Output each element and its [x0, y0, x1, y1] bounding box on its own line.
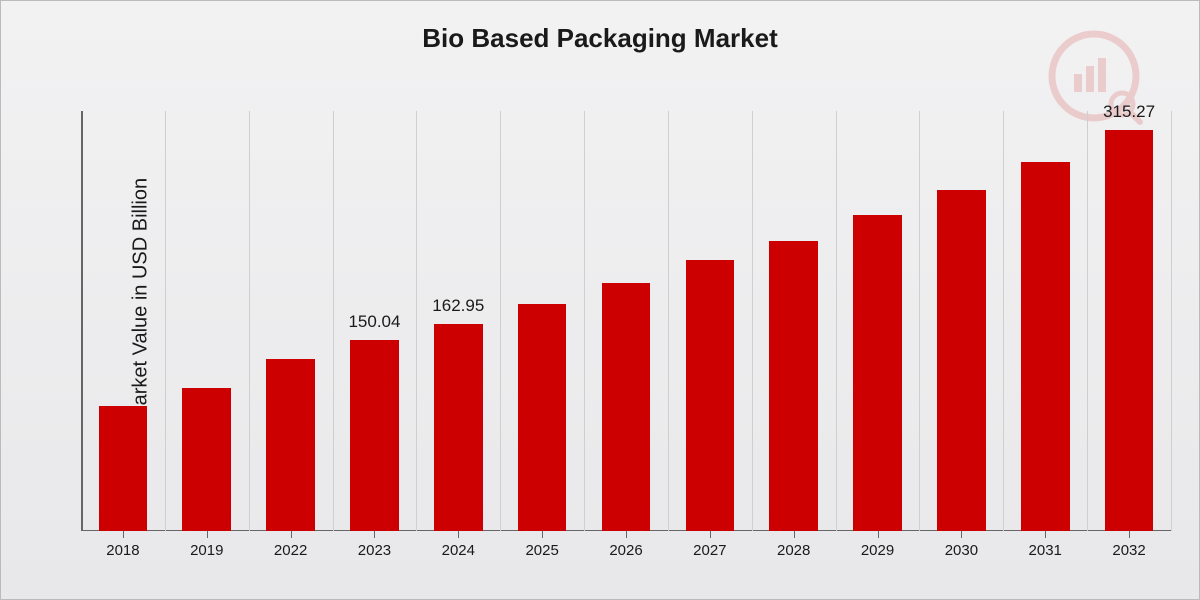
grid-line: [500, 111, 501, 531]
x-tick-label: 2032: [1112, 542, 1145, 559]
y-axis-line: [81, 111, 83, 531]
bar-value-label: 150.04: [348, 312, 400, 332]
bar: [602, 283, 651, 531]
x-tick-label: 2019: [190, 542, 223, 559]
x-tick-label: 2027: [693, 542, 726, 559]
x-tick-label: 2025: [525, 542, 558, 559]
x-tick-mark: [794, 531, 795, 538]
bar: [99, 406, 148, 531]
x-tick-label: 2018: [106, 542, 139, 559]
bar: [182, 388, 231, 531]
x-tick-mark: [878, 531, 879, 538]
x-tick-mark: [626, 531, 627, 538]
x-tick-mark: [1045, 531, 1046, 538]
bar: [518, 304, 567, 531]
x-tick-label: 2023: [358, 542, 391, 559]
x-tick-mark: [207, 531, 208, 538]
grid-line: [165, 111, 166, 531]
grid-line: [836, 111, 837, 531]
bar: [350, 340, 399, 531]
grid-line: [752, 111, 753, 531]
grid-line: [919, 111, 920, 531]
bar: [434, 324, 483, 531]
bar: [937, 190, 986, 531]
bar: [1105, 130, 1154, 531]
bar: [686, 260, 735, 531]
bar: [1021, 162, 1070, 531]
bar: [769, 241, 818, 531]
bar-value-label: 315.27: [1103, 102, 1155, 122]
bar: [266, 359, 315, 531]
grid-line: [1003, 111, 1004, 531]
x-tick-mark: [1129, 531, 1130, 538]
x-tick-label: 2030: [945, 542, 978, 559]
x-tick-label: 2026: [609, 542, 642, 559]
x-tick-mark: [123, 531, 124, 538]
x-tick-mark: [374, 531, 375, 538]
chart-title: Bio Based Packaging Market: [1, 23, 1199, 54]
x-tick-mark: [961, 531, 962, 538]
grid-line: [584, 111, 585, 531]
x-tick-label: 2024: [442, 542, 475, 559]
grid-line: [249, 111, 250, 531]
plot-area: 2018201920222023150.042024162.9520252026…: [81, 111, 1171, 531]
grid-line: [416, 111, 417, 531]
bar: [853, 215, 902, 531]
grid-line: [1087, 111, 1088, 531]
grid-line: [1171, 111, 1172, 531]
x-tick-mark: [458, 531, 459, 538]
bar-value-label: 162.95: [432, 296, 484, 316]
x-tick-label: 2022: [274, 542, 307, 559]
grid-line: [668, 111, 669, 531]
x-tick-label: 2028: [777, 542, 810, 559]
x-tick-mark: [291, 531, 292, 538]
x-tick-mark: [710, 531, 711, 538]
x-tick-label: 2031: [1029, 542, 1062, 559]
x-tick-mark: [542, 531, 543, 538]
grid-line: [333, 111, 334, 531]
x-tick-label: 2029: [861, 542, 894, 559]
